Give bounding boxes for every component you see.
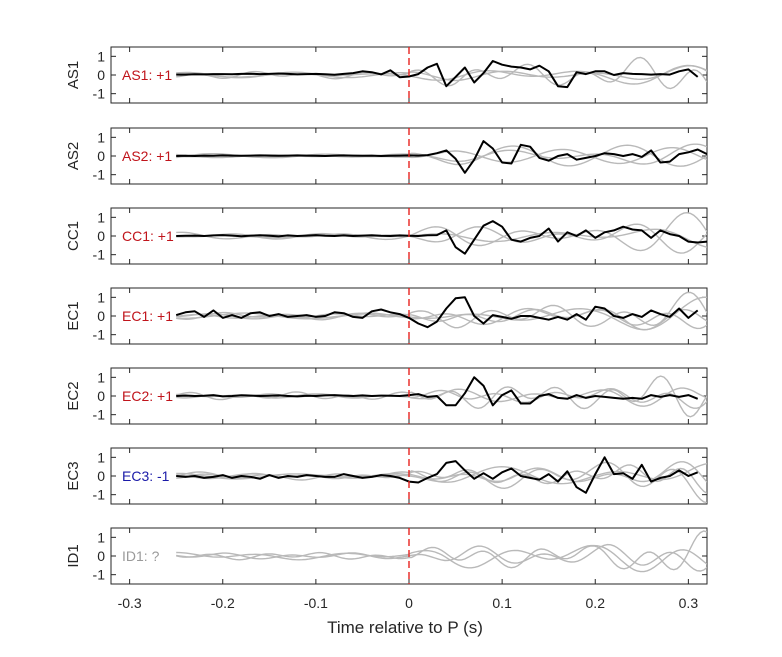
y-tick-label: 1	[97, 449, 105, 465]
panel-ec2: -1 0 1 EC2 EC2: +1	[65, 367, 708, 425]
y-axis-label: EC1	[65, 301, 82, 330]
y-tick-label: 0	[97, 67, 105, 83]
y-axis-label: AS1	[65, 61, 82, 89]
panel-plot-area	[176, 530, 707, 573]
y-tick-label: -1	[93, 327, 106, 343]
polarity-annotation: AS2: +1	[122, 148, 172, 164]
black-trace	[176, 376, 699, 407]
polarity-annotation: EC3: -1	[122, 468, 170, 484]
x-tick-label: 0	[405, 595, 413, 611]
panel-plot-area	[175, 291, 707, 331]
panel-as1: -1 0 1 AS1 AS1: +1	[65, 46, 708, 104]
y-tick-label: 1	[97, 48, 105, 64]
y-tick-label: 1	[97, 529, 105, 545]
x-tick-label: 0.1	[492, 595, 512, 611]
y-tick-label: 0	[97, 148, 105, 164]
panel-plot-area	[176, 211, 707, 255]
y-axis-label: ID1	[65, 544, 82, 567]
panel-ec3: -1 0 1 EC3 EC3: -1	[65, 447, 708, 505]
grey-trace	[176, 543, 707, 572]
polarity-annotation: EC1: +1	[122, 308, 173, 324]
y-axis-label: EC2	[65, 381, 82, 410]
y-tick-label: 1	[97, 209, 105, 225]
panel-cc1: -1 0 1 CC1 CC1: +1	[65, 207, 708, 265]
black-trace	[176, 60, 699, 89]
polarity-annotation: AS1: +1	[122, 67, 172, 83]
y-tick-label: -1	[93, 567, 106, 583]
grey-trace	[176, 64, 707, 82]
polarity-annotation: CC1: +1	[122, 228, 174, 244]
y-tick-label: 0	[97, 308, 105, 324]
y-tick-label: -1	[93, 407, 106, 423]
black-trace	[176, 140, 707, 174]
grey-trace	[176, 387, 707, 409]
grey-trace	[176, 56, 707, 90]
black-trace	[175, 296, 699, 329]
panel-plot-area	[176, 456, 707, 504]
y-axis-label: AS2	[65, 142, 82, 170]
y-tick-label: 1	[97, 129, 105, 145]
panel-id1: -1 0 1 ID1 ID1: ?	[65, 527, 708, 585]
x-tick-label: -0.3	[118, 595, 142, 611]
x-tick-label: 0.2	[586, 595, 606, 611]
grey-trace	[176, 530, 707, 571]
x-tick-label: -0.1	[304, 595, 328, 611]
panel-plot-area	[176, 56, 707, 90]
x-axis-label: Time relative to P (s)	[327, 618, 483, 637]
x-tick-label: -0.2	[211, 595, 235, 611]
y-axis-label: EC3	[65, 461, 82, 490]
grey-trace	[176, 544, 707, 573]
y-tick-label: -1	[93, 487, 106, 503]
y-tick-label: 0	[97, 228, 105, 244]
y-tick-label: -1	[93, 247, 106, 263]
panel-plot-area	[176, 375, 707, 418]
y-tick-label: 1	[97, 289, 105, 305]
panels-group: -1 0 1 AS1 AS1: +1 -1 0 1 AS2 AS2: +1 -1 0 1 CC1 CC1: …	[65, 46, 708, 585]
x-axis: -0.3 -0.2 -0.1 0 0.1 0.2 0.3	[118, 595, 699, 611]
y-tick-label: 1	[97, 369, 105, 385]
polarity-annotation: EC2: +1	[122, 388, 173, 404]
polarity-annotation: ID1: ?	[122, 548, 160, 564]
y-tick-label: -1	[93, 167, 106, 183]
grey-trace	[176, 143, 707, 165]
y-tick-label: -1	[93, 86, 106, 102]
panel-plot-area	[176, 140, 707, 174]
x-tick-label: 0.3	[679, 595, 699, 611]
black-trace	[176, 220, 707, 255]
grey-trace	[176, 387, 707, 407]
y-tick-label: 0	[97, 388, 105, 404]
panel-as2: -1 0 1 AS2 AS2: +1	[65, 127, 708, 185]
black-trace	[176, 456, 699, 494]
y-tick-label: 0	[97, 468, 105, 484]
panel-ec1: -1 0 1 EC1 EC1: +1	[65, 287, 708, 345]
y-tick-label: 0	[97, 548, 105, 564]
y-axis-label: CC1	[65, 221, 82, 251]
